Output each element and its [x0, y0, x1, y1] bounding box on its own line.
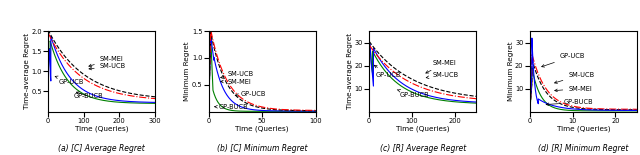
Text: GP-UCB: GP-UCB [235, 91, 266, 97]
Text: (c) [R] Average Regret: (c) [R] Average Regret [380, 144, 466, 153]
X-axis label: Time (Queries): Time (Queries) [236, 125, 289, 132]
Text: GP-BUCB: GP-BUCB [214, 104, 248, 110]
Text: SM-UCB: SM-UCB [89, 63, 126, 70]
Text: GP-UCB: GP-UCB [541, 53, 585, 67]
Text: (b) [C] Minimum Regret: (b) [C] Minimum Regret [217, 144, 307, 153]
Text: (d) [R] Minimum Regret: (d) [R] Minimum Regret [538, 144, 628, 153]
Text: SM-MEI: SM-MEI [426, 60, 456, 73]
Text: GP-BUCB: GP-BUCB [74, 92, 103, 99]
Text: GP-UCB: GP-UCB [55, 76, 84, 85]
Text: GP-BUCB: GP-BUCB [546, 99, 594, 106]
X-axis label: Time (Queries): Time (Queries) [557, 125, 610, 132]
Y-axis label: Minimum Regret: Minimum Regret [508, 42, 514, 101]
X-axis label: Time (Queries): Time (Queries) [75, 125, 128, 132]
Text: SM-UCB: SM-UCB [221, 71, 254, 78]
X-axis label: Time (Queries): Time (Queries) [396, 125, 449, 132]
Text: GP-UCB: GP-UCB [374, 65, 401, 78]
Text: (a) [C] Average Regret: (a) [C] Average Regret [58, 144, 145, 153]
Text: SM-MEI: SM-MEI [555, 86, 592, 92]
Text: SM-UCB: SM-UCB [426, 72, 459, 79]
Y-axis label: Time-average Regret: Time-average Regret [347, 33, 353, 109]
Text: GP-BUCB: GP-BUCB [397, 90, 429, 98]
Y-axis label: Time-average Regret: Time-average Regret [24, 33, 29, 109]
Text: SM-MEI: SM-MEI [89, 56, 124, 67]
Text: SM-MEI: SM-MEI [221, 79, 252, 84]
Y-axis label: Minimum Regret: Minimum Regret [184, 42, 190, 101]
Text: SM-UCB: SM-UCB [554, 72, 595, 83]
